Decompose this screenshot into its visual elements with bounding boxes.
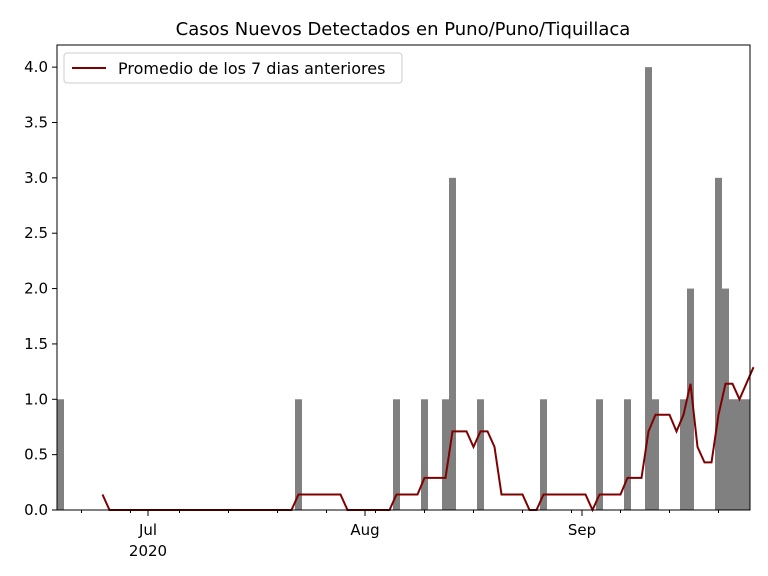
x-tick-sublabel-0: 2020	[129, 542, 167, 560]
bar-2	[393, 399, 400, 510]
bar-11	[652, 399, 659, 510]
x-tick-label-2: Sep	[568, 521, 596, 539]
plot-frame	[56, 44, 751, 511]
y-tick-label-5: 2.5	[24, 224, 48, 242]
y-tick-label-4: 2.0	[24, 280, 48, 298]
bar-6	[477, 399, 484, 510]
bar-3	[421, 399, 428, 510]
bar-8	[596, 399, 603, 510]
chart-title: Casos Nuevos Detectados en Puno/Puno/Tiq…	[176, 19, 631, 40]
y-tick-label-0: 0.0	[24, 501, 48, 519]
legend: Promedio de los 7 dias anteriores	[63, 52, 403, 84]
y-tick-label-7: 3.5	[24, 114, 48, 132]
bar-1	[295, 399, 302, 510]
y-tick-label-6: 3.0	[24, 169, 48, 187]
bar-16	[729, 399, 736, 510]
bar-9	[624, 399, 631, 510]
bar-14	[715, 177, 722, 510]
axes-layer: 0.0 0.5 1.0 1.5 2.0 2.5 3.0 3.5 4.0 Jul 2020 Aug Sep	[24, 44, 751, 560]
line-series-0	[101, 366, 755, 513]
y-tick-label-3: 1.5	[24, 335, 48, 353]
bar-15	[722, 288, 729, 510]
bar-18	[743, 399, 750, 510]
legend-label: Promedio de los 7 dias anteriores	[118, 59, 385, 78]
bar-17	[736, 399, 743, 510]
bars-layer	[57, 67, 750, 511]
bar-10	[645, 67, 652, 511]
y-tick-label-8: 4.0	[24, 58, 48, 76]
bar-7	[540, 399, 547, 510]
y-tick-label-2: 1.0	[24, 390, 48, 408]
y-tick-label-1: 0.5	[24, 446, 48, 464]
bar-12	[680, 399, 687, 510]
x-tick-label-0: Jul	[138, 521, 157, 539]
bar-4	[442, 399, 449, 510]
bar-0	[57, 399, 64, 510]
bar-13	[687, 288, 694, 510]
line-layer	[101, 366, 755, 513]
legend-box	[63, 52, 403, 84]
bar-5	[449, 177, 456, 510]
x-tick-label-1: Aug	[350, 521, 379, 539]
